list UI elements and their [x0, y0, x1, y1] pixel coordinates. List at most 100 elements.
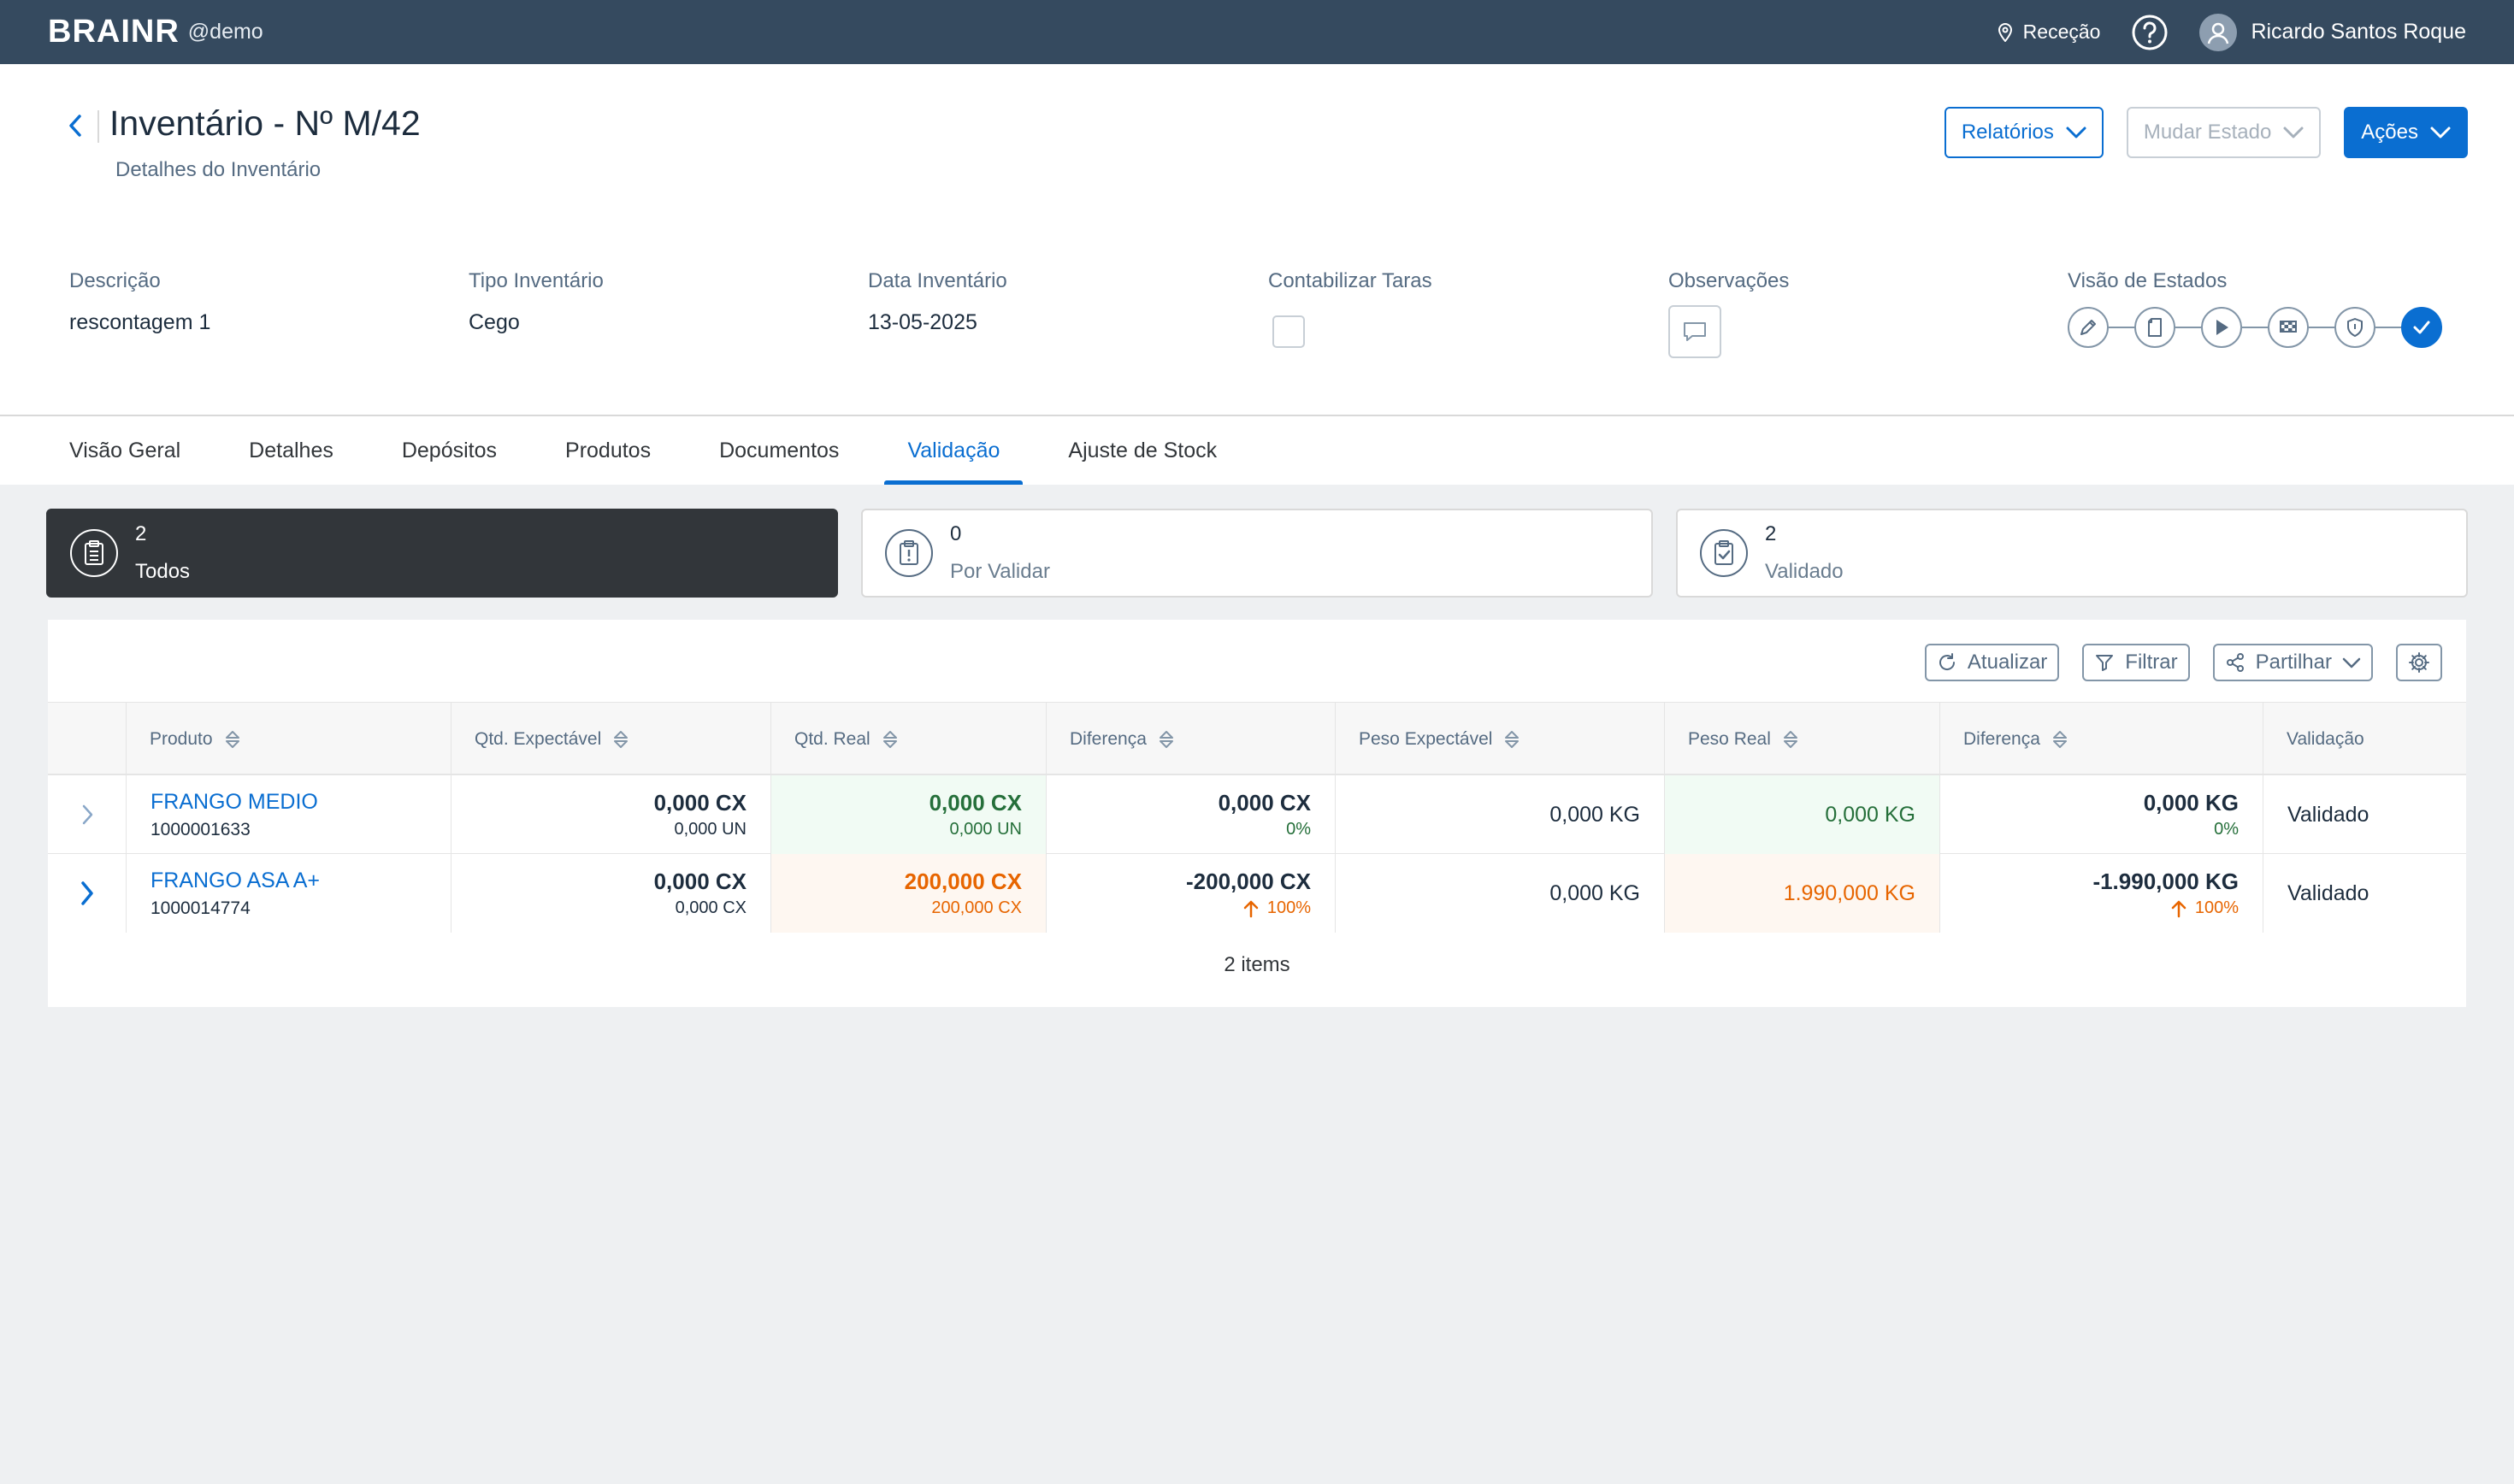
column-header-weight-real[interactable]: Peso Real — [1664, 703, 1939, 776]
refresh-button[interactable]: Atualizar — [1924, 644, 2060, 681]
weight-difference-value: 0,000 KG — [2143, 790, 2239, 816]
filter-all[interactable]: 2 Todos — [46, 509, 838, 598]
validation-filters: 2 Todos 0 Por Validar 2 Validado — [46, 509, 2468, 598]
column-header-qty-real[interactable]: Qtd. Real — [770, 703, 1046, 776]
column-header-product[interactable]: Produto — [126, 703, 451, 776]
brand-logo[interactable]: BRAINR — [48, 14, 180, 50]
sort-icon — [2052, 730, 2068, 749]
tab-validation[interactable]: Validação — [884, 416, 1024, 485]
filter-icon — [2094, 652, 2115, 673]
chevron-down-icon — [2066, 127, 2086, 138]
page-subtitle: Detalhes do Inventário — [115, 158, 322, 181]
product-link[interactable]: FRANGO ASA A+ — [150, 868, 320, 892]
weight-difference-percent: 100% — [2194, 898, 2239, 917]
settings-button[interactable] — [2396, 644, 2442, 681]
table-header: Produto Qtd. Expectável Qtd. Real Difere… — [48, 702, 2466, 776]
column-header-validation[interactable]: Validação — [2263, 703, 2466, 776]
weight-expected-cell: 0,000 KG — [1335, 854, 1664, 933]
qty-difference-percent-wrap: 100% — [1243, 898, 1311, 918]
change-state-button[interactable]: Mudar Estado — [2126, 107, 2322, 158]
actions-button[interactable]: Ações — [2344, 107, 2468, 158]
inventory-type-field: Tipo Inventário Cego — [469, 269, 604, 335]
chevron-left-icon — [68, 115, 82, 137]
column-title: Diferença — [1963, 729, 2040, 749]
column-title: Validação — [2287, 729, 2364, 749]
filter-validated[interactable]: 2 Validado — [1676, 509, 2468, 598]
filter-label: Todos — [135, 560, 191, 583]
chevron-right-icon — [81, 804, 93, 825]
qty-difference-value: -200,000 CX — [1186, 869, 1311, 894]
gear-icon — [2408, 651, 2430, 674]
filter-label: Por Validar — [950, 560, 1050, 583]
row-expand-button[interactable] — [48, 775, 126, 854]
tab-details[interactable]: Detalhes — [249, 438, 333, 462]
qty-expected-sub: 0,000 UN — [674, 820, 747, 839]
location-label: Receção — [2022, 21, 2101, 43]
description-field: Descrição rescontagem 1 — [69, 269, 210, 335]
clipboard-icon — [70, 529, 118, 577]
product-code: 1000001633 — [150, 819, 251, 839]
row-expand-button[interactable] — [48, 854, 126, 933]
sort-icon — [1783, 730, 1798, 749]
back-button[interactable] — [58, 107, 92, 144]
reports-button-label: Relatórios — [1961, 121, 2054, 144]
observations-button[interactable] — [1668, 305, 1721, 358]
location-icon — [1998, 22, 2013, 42]
tares-checkbox[interactable] — [1272, 315, 1305, 348]
table-row[interactable]: FRANGO ASA A+ 1000014774 0,000 CX 0,000 … — [48, 854, 2466, 933]
arrow-up-icon — [1243, 899, 1259, 918]
qty-difference-cell: -200,000 CX 100% — [1046, 854, 1335, 933]
share-button[interactable]: Partilhar — [2212, 644, 2373, 681]
column-header-qty-expected[interactable]: Qtd. Expectável — [451, 703, 770, 776]
tares-field: Contabilizar Taras — [1268, 269, 1432, 348]
document-icon — [2134, 307, 2175, 348]
refresh-button-label: Atualizar — [1967, 651, 2048, 674]
field-label: Visão de Estados — [2068, 269, 2228, 292]
tab-products[interactable]: Produtos — [565, 438, 652, 462]
product-code: 1000014774 — [150, 898, 251, 918]
column-header-weight-expected[interactable]: Peso Expectável — [1335, 703, 1664, 776]
qty-difference-value: 0,000 CX — [1218, 790, 1311, 816]
weight-difference-percent: 0% — [2214, 820, 2239, 839]
column-header-qty-difference[interactable]: Diferença — [1046, 703, 1335, 776]
timeline-connector — [2175, 327, 2201, 328]
reports-button[interactable]: Relatórios — [1944, 107, 2104, 158]
sort-icon — [1159, 730, 1174, 749]
location-selector[interactable]: Receção — [1998, 21, 2101, 44]
comment-icon — [1683, 321, 1707, 342]
field-label: Tipo Inventário — [469, 269, 604, 292]
sort-icon — [1504, 730, 1520, 749]
chevron-down-icon — [2283, 127, 2304, 138]
chevron-down-icon — [2342, 657, 2361, 668]
tab-documents[interactable]: Documentos — [719, 438, 840, 462]
tab-overview[interactable]: Visão Geral — [69, 438, 181, 462]
qty-real-value: 0,000 CX — [929, 790, 1022, 816]
tab-stock-adjustment[interactable]: Ajuste de Stock — [1068, 438, 1218, 462]
qty-expected-cell: 0,000 CX 0,000 CX — [451, 854, 770, 933]
field-label: Observações — [1668, 269, 1790, 292]
table-toolbar: Atualizar Filtrar Partilhar — [1924, 644, 2442, 681]
tab-deposits[interactable]: Depósitos — [401, 438, 498, 462]
change-state-button-label: Mudar Estado — [2143, 121, 2272, 144]
state-timeline — [2068, 307, 2442, 348]
product-link[interactable]: FRANGO MEDIO — [150, 789, 318, 814]
chevron-right-icon — [80, 881, 94, 905]
column-header-weight-difference[interactable]: Diferença — [1939, 703, 2263, 776]
sort-icon — [225, 730, 240, 749]
header-fields: Descrição rescontagem 1 Tipo Inventário … — [69, 269, 2464, 380]
shield-icon — [2334, 307, 2375, 348]
weight-real-cell: 0,000 KG — [1664, 775, 1939, 854]
field-value: 13-05-2025 — [868, 310, 977, 334]
chevron-down-icon — [2430, 127, 2451, 138]
validation-cell: Validado — [2263, 854, 2466, 933]
table-row[interactable]: FRANGO MEDIO 1000001633 0,000 CX 0,000 U… — [48, 775, 2466, 854]
help-icon[interactable] — [2131, 14, 2169, 51]
qty-real-cell: 0,000 CX 0,000 UN — [770, 775, 1046, 854]
check-icon — [2401, 307, 2442, 348]
filter-pending[interactable]: 0 Por Validar — [861, 509, 1653, 598]
timeline-connector — [2375, 327, 2401, 328]
user-menu[interactable]: Ricardo Santos Roque — [2199, 13, 2466, 51]
filter-button[interactable]: Filtrar — [2082, 644, 2190, 681]
weight-difference-cell: -1.990,000 KG 100% — [1939, 854, 2263, 933]
items-count: 2 items — [1224, 953, 1290, 976]
